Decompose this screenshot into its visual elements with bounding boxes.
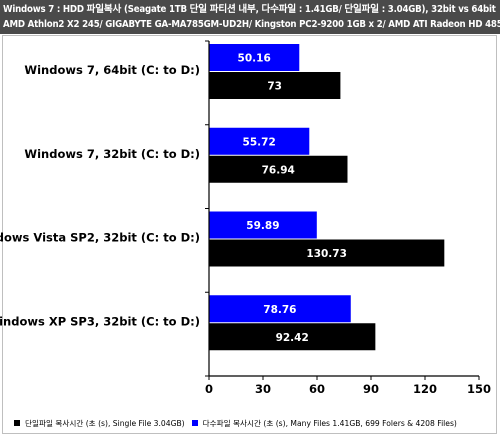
category-label: Windows 7, 32bit (C: to D:) bbox=[24, 147, 200, 161]
category-label: Windows Vista SP2, 32bit (C: to D:) bbox=[0, 231, 200, 245]
category-label: Windows XP SP3, 32bit (C: to D:) bbox=[0, 314, 200, 328]
bar-single-file bbox=[209, 72, 341, 99]
bar-single-file bbox=[209, 323, 376, 351]
legend-swatch-many bbox=[191, 420, 198, 426]
x-tick-label: 0 bbox=[205, 382, 213, 396]
bar-single-file bbox=[209, 239, 445, 267]
bar-many-files bbox=[209, 211, 317, 239]
x-tick-label: 30 bbox=[255, 382, 271, 396]
chart-frame bbox=[2, 35, 497, 434]
bar-many-files bbox=[209, 295, 351, 323]
data-label-many: 55.72 bbox=[243, 136, 276, 148]
header-line-1: Windows 7 : HDD 파일복사 (Seagate 1TB 단일 파티션… bbox=[3, 4, 496, 15]
category-label: Windows 7, 64bit (C: to D:) bbox=[24, 63, 200, 77]
x-tick-label: 90 bbox=[363, 382, 379, 396]
data-label-single: 73 bbox=[267, 81, 282, 93]
legend-label-single: 단일파일 복사시간 (초 (s), Single File 3.04GB) bbox=[25, 418, 185, 428]
bar-single-file bbox=[209, 155, 348, 183]
chart-header: Windows 7 : HDD 파일복사 (Seagate 1TB 단일 파티션… bbox=[0, 0, 500, 34]
legend-item-many: 다수파일 복사시간 (초 (s), Many Files 1.41GB, 699… bbox=[191, 418, 457, 429]
data-label-single: 92.42 bbox=[276, 332, 309, 344]
data-label-many: 78.76 bbox=[263, 304, 296, 316]
data-label-many: 59.89 bbox=[246, 220, 279, 232]
x-tick-label: 120 bbox=[413, 382, 437, 396]
header-line-2: AMD Athlon2 X2 245/ GIGABYTE GA-MA785GM-… bbox=[3, 19, 500, 30]
data-label-single: 76.94 bbox=[262, 164, 295, 176]
legend-swatch-single bbox=[14, 420, 20, 426]
bar-many-files bbox=[209, 44, 300, 71]
x-tick-label: 150 bbox=[467, 382, 491, 396]
x-tick-label: 60 bbox=[309, 382, 325, 396]
bar-many-files bbox=[209, 127, 310, 155]
chart-legend: 단일파일 복사시간 (초 (s), Single File 3.04GB) 다수… bbox=[14, 417, 464, 429]
legend-item-single: 단일파일 복사시간 (초 (s), Single File 3.04GB) bbox=[14, 418, 185, 429]
data-label-many: 50.16 bbox=[238, 53, 271, 65]
data-label-single: 130.73 bbox=[306, 248, 347, 260]
legend-label-many: 다수파일 복사시간 (초 (s), Many Files 1.41GB, 699… bbox=[202, 418, 457, 428]
